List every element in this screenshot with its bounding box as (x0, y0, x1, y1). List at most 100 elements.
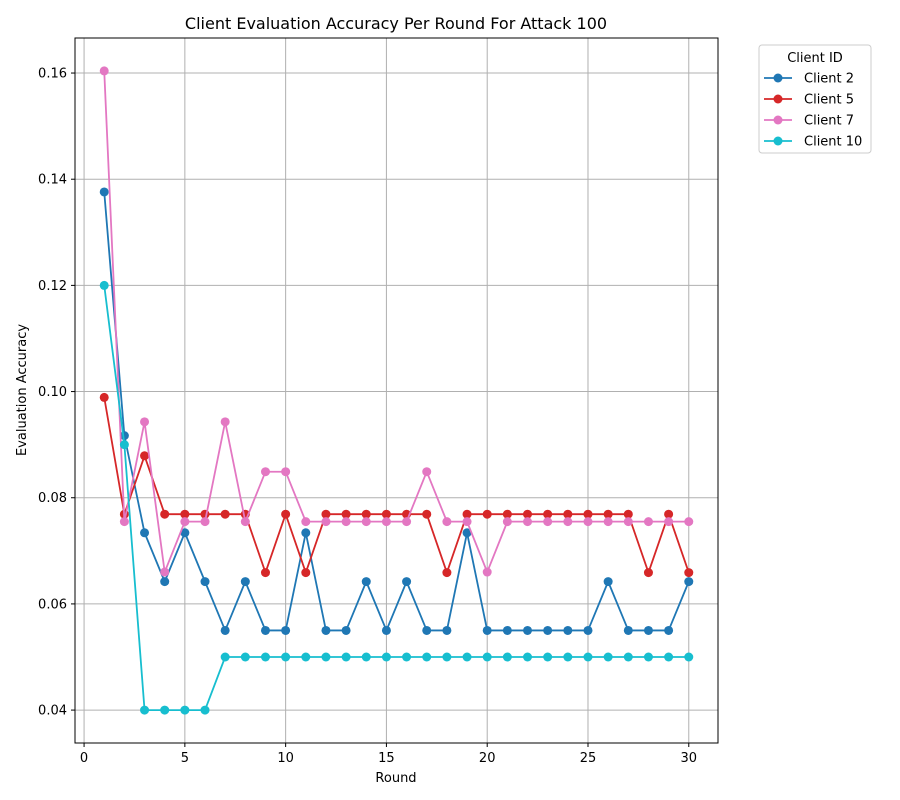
data-point-client-10 (442, 652, 452, 662)
data-point-client-10 (543, 652, 553, 662)
data-point-client-7 (543, 517, 553, 527)
data-point-client-10 (422, 652, 432, 662)
x-tick-label: 20 (479, 751, 496, 766)
legend-entry-client-10: Client 10 (764, 135, 862, 150)
data-point-client-5 (643, 568, 653, 578)
data-point-client-5 (321, 509, 331, 519)
data-point-client-2 (260, 625, 270, 635)
legend-marker-client-10 (773, 136, 783, 146)
data-point-client-5 (301, 568, 311, 578)
data-point-client-10 (180, 705, 190, 715)
series-layer (99, 66, 694, 715)
legend-title: Client ID (787, 51, 843, 66)
data-point-client-7 (563, 517, 573, 527)
y-tick-label: 0.14 (38, 173, 67, 188)
data-point-client-10 (563, 652, 573, 662)
data-point-client-7 (583, 517, 593, 527)
data-point-client-2 (543, 625, 553, 635)
data-point-client-10 (462, 652, 472, 662)
data-point-client-7 (220, 417, 230, 427)
data-point-client-2 (563, 625, 573, 635)
data-point-client-7 (99, 66, 109, 76)
data-point-client-7 (664, 517, 674, 527)
data-point-client-7 (240, 517, 250, 527)
data-point-client-2 (583, 625, 593, 635)
data-point-client-5 (422, 509, 432, 519)
data-point-client-5 (684, 568, 694, 578)
data-point-client-10 (402, 652, 412, 662)
data-point-client-7 (623, 517, 633, 527)
y-tick-label: 0.16 (38, 67, 67, 82)
data-point-client-5 (99, 392, 109, 402)
data-point-client-5 (442, 568, 452, 578)
data-point-client-5 (502, 509, 512, 519)
series-client-7 (99, 66, 694, 577)
data-point-client-10 (381, 652, 391, 662)
data-point-client-10 (341, 652, 351, 662)
legend-marker-client-2 (773, 73, 783, 83)
data-point-client-2 (402, 577, 412, 587)
y-tick-label: 0.12 (38, 279, 67, 294)
data-point-client-7 (140, 417, 150, 427)
data-point-client-2 (220, 625, 230, 635)
data-point-client-5 (603, 509, 613, 519)
data-point-client-5 (381, 509, 391, 519)
data-point-client-10 (502, 652, 512, 662)
legend-marker-client-5 (773, 94, 783, 104)
data-point-client-7 (301, 517, 311, 527)
data-point-client-2 (281, 625, 291, 635)
y-tick-label: 0.08 (38, 491, 67, 506)
data-point-client-2 (321, 625, 331, 635)
x-tick-label: 15 (378, 751, 395, 766)
data-point-client-5 (583, 509, 593, 519)
data-point-client-2 (180, 528, 190, 538)
data-point-client-2 (623, 625, 633, 635)
y-tick-label: 0.04 (38, 704, 67, 719)
chart-title: Client Evaluation Accuracy Per Round For… (185, 14, 607, 33)
data-point-client-10 (119, 440, 129, 450)
data-point-client-7 (260, 467, 270, 477)
data-point-client-5 (341, 509, 351, 519)
data-point-client-10 (140, 705, 150, 715)
data-point-client-7 (281, 467, 291, 477)
data-point-client-2 (381, 625, 391, 635)
legend-box (758, 44, 872, 154)
data-point-client-10 (523, 652, 533, 662)
y-tick-label: 0.06 (38, 597, 67, 612)
legend-label-client-10: Client 10 (804, 135, 862, 150)
data-point-client-5 (140, 451, 150, 461)
x-tick-label: 0 (80, 751, 88, 766)
series-client-2 (99, 187, 694, 635)
data-point-client-7 (603, 517, 613, 527)
data-point-client-7 (502, 517, 512, 527)
data-point-client-5 (281, 509, 291, 519)
data-point-client-5 (482, 509, 492, 519)
data-point-client-2 (361, 577, 371, 587)
data-point-client-2 (664, 625, 674, 635)
data-point-client-5 (462, 509, 472, 519)
data-point-client-7 (341, 517, 351, 527)
y-tick-label: 0.10 (38, 385, 67, 400)
legend-label-client-2: Client 2 (804, 72, 854, 87)
data-point-client-7 (523, 517, 533, 527)
legend-entry-client-7: Client 7 (764, 114, 854, 129)
data-point-client-2 (442, 625, 452, 635)
data-point-client-2 (140, 528, 150, 538)
data-point-client-2 (301, 528, 311, 538)
data-point-client-5 (543, 509, 553, 519)
data-point-client-5 (160, 509, 170, 519)
data-point-client-2 (240, 577, 250, 587)
data-point-client-5 (180, 509, 190, 519)
data-point-client-7 (119, 517, 129, 527)
data-point-client-2 (341, 625, 351, 635)
plot-frame (74, 37, 719, 744)
data-point-client-10 (160, 705, 170, 715)
data-point-client-10 (220, 652, 230, 662)
data-point-client-2 (603, 577, 613, 587)
data-point-client-10 (321, 652, 331, 662)
x-tick-label: 10 (277, 751, 294, 766)
data-point-client-5 (623, 509, 633, 519)
data-point-client-10 (623, 652, 633, 662)
data-point-client-7 (684, 517, 694, 527)
